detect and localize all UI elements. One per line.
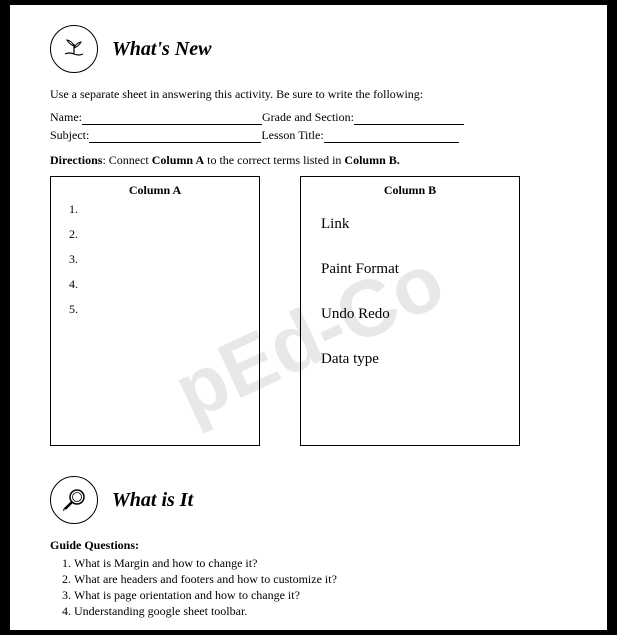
list-item: What is page orientation and how to chan… xyxy=(74,588,567,603)
list-item: What are headers and footers and how to … xyxy=(74,572,567,587)
subject-label: Subject: xyxy=(50,128,89,143)
list-item: Undo Redo xyxy=(321,306,499,323)
seedling-icon xyxy=(50,25,98,73)
list-item: 2. xyxy=(69,227,259,242)
form-lines: Name: Grade and Section: Subject: Lesson… xyxy=(50,110,567,143)
column-a-box: Column A 1. 2. 3. 4. 5. xyxy=(50,176,260,446)
grade-blank xyxy=(354,113,464,125)
section2-title: What is It xyxy=(112,489,193,512)
magnifier-icon xyxy=(50,476,98,524)
lesson-blank xyxy=(324,131,459,143)
directions-text: Directions: Connect Column A to the corr… xyxy=(50,153,567,168)
list-item: 1. xyxy=(69,202,259,217)
guide-questions-title: Guide Questions: xyxy=(50,538,567,553)
name-blank xyxy=(82,113,262,125)
name-label: Name: xyxy=(50,110,82,125)
list-item: Link xyxy=(321,216,499,233)
subject-blank xyxy=(89,131,261,143)
list-item: Paint Format xyxy=(321,261,499,278)
column-b-header: Column B xyxy=(301,177,519,202)
lesson-label: Lesson Title: xyxy=(261,128,323,143)
guide-questions-list: What is Margin and how to change it? Wha… xyxy=(50,556,567,619)
column-b-box: Column B Link Paint Format Undo Redo Dat… xyxy=(300,176,520,446)
instructions-text: Use a separate sheet in answering this a… xyxy=(50,87,567,102)
column-a-header: Column A xyxy=(51,177,259,202)
list-item: 4. xyxy=(69,277,259,292)
list-item: What is Margin and how to change it? xyxy=(74,556,567,571)
column-a-list: 1. 2. 3. 4. 5. xyxy=(51,202,259,317)
list-item: 3. xyxy=(69,252,259,267)
list-item: Data type xyxy=(321,351,499,368)
list-item: 5. xyxy=(69,302,259,317)
list-item: Understanding google sheet toolbar. xyxy=(74,604,567,619)
section1-header: What's New xyxy=(50,25,567,73)
grade-label: Grade and Section: xyxy=(262,110,354,125)
section2-header: What is It xyxy=(50,476,567,524)
section1-title: What's New xyxy=(112,38,211,61)
